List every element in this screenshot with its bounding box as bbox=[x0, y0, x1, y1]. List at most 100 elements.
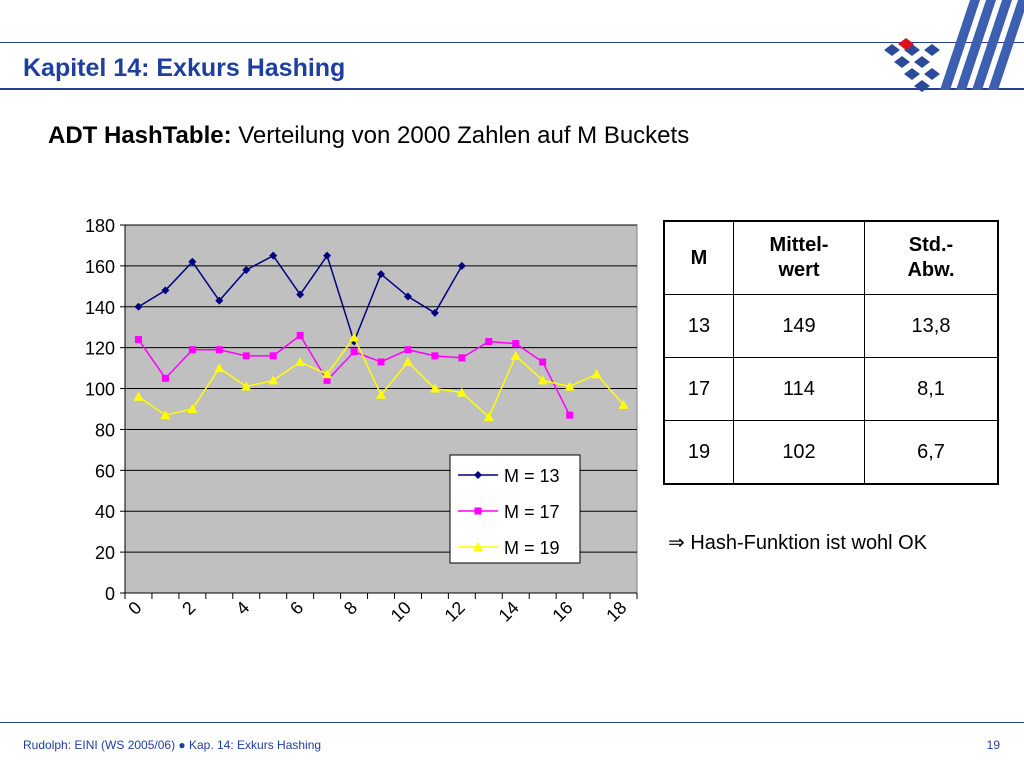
header-std-abw: Std.- Abw. bbox=[864, 220, 999, 295]
header-std-line1: Std.- bbox=[908, 234, 954, 256]
cell-m: 17 bbox=[663, 357, 734, 421]
subtitle-bold: ADT HashTable: bbox=[48, 122, 232, 149]
data-point bbox=[537, 375, 548, 385]
data-point bbox=[404, 346, 412, 354]
conclusion-text: ⇒ Hash-Funktion ist wohl OK bbox=[668, 530, 927, 555]
data-point bbox=[134, 302, 143, 311]
cell-std-abw: 6,7 bbox=[864, 420, 999, 485]
data-point bbox=[457, 261, 466, 270]
header-mittelwert-line2: wert bbox=[778, 259, 820, 281]
data-point bbox=[566, 411, 574, 419]
legend-marker bbox=[473, 542, 483, 551]
data-point bbox=[296, 290, 305, 299]
table-row: 17 114 8,1 bbox=[663, 357, 999, 421]
data-point bbox=[350, 337, 359, 346]
chart-svg: 0 20 40 60 80 100 120 140 160 180 0 2 4 6 8 10 12 14 16 18 M… bbox=[85, 216, 638, 626]
data-point bbox=[323, 251, 332, 260]
header-mittelwert: Mittel-wert bbox=[733, 220, 865, 295]
data-point bbox=[402, 356, 413, 366]
x-tick-label: 14 bbox=[495, 597, 523, 625]
header-m-line: M bbox=[690, 246, 708, 269]
data-point bbox=[429, 383, 440, 393]
page-title: Kapitel 14: Exkurs Hashing bbox=[23, 54, 346, 82]
university-logo bbox=[884, 0, 1024, 92]
y-tick-label: 120 bbox=[85, 339, 115, 359]
data-point bbox=[431, 352, 439, 360]
data-point bbox=[350, 348, 358, 356]
slide-subtitle: ADT HashTable: Verteilung von 2000 Zahle… bbox=[48, 122, 689, 150]
header-rule-bottom bbox=[0, 88, 1024, 90]
y-tick-label: 160 bbox=[85, 257, 115, 277]
legend-marker bbox=[474, 471, 482, 479]
legend-marker bbox=[474, 507, 482, 515]
header-std-line2: Abw. bbox=[907, 259, 955, 281]
header-m: M bbox=[663, 220, 734, 295]
table-header-row: M Mittel-wert Std.- Abw. bbox=[663, 220, 999, 295]
cell-std-abw: 8,1 bbox=[864, 357, 999, 421]
data-point bbox=[618, 399, 629, 409]
x-tick-label: 18 bbox=[602, 597, 630, 625]
data-point bbox=[268, 375, 279, 385]
line-chart: 0 20 40 60 80 100 120 140 160 180 0 2 4 6 8 10 12 14 16 18 M… bbox=[50, 205, 650, 665]
data-point bbox=[215, 346, 223, 354]
data-point bbox=[295, 356, 306, 366]
y-tick-label: 80 bbox=[95, 420, 115, 440]
cell-mittelwert: 149 bbox=[733, 294, 865, 358]
y-tick-label: 60 bbox=[95, 461, 115, 481]
data-point bbox=[403, 292, 412, 301]
header-rule-top bbox=[0, 42, 1024, 43]
y-tick-label: 140 bbox=[85, 298, 115, 318]
legend-label: M = 19 bbox=[504, 538, 560, 558]
legend-label: M = 13 bbox=[504, 466, 560, 486]
data-point bbox=[377, 358, 385, 366]
data-point bbox=[510, 350, 521, 360]
data-point bbox=[377, 270, 385, 279]
legend-label: M = 17 bbox=[504, 502, 560, 522]
data-point bbox=[242, 352, 250, 360]
data-point bbox=[242, 265, 251, 274]
x-tick-label: 12 bbox=[441, 597, 469, 625]
data-point bbox=[564, 381, 575, 391]
data-point bbox=[483, 412, 494, 422]
conclusion-label: Hash-Funktion ist wohl OK bbox=[684, 532, 928, 554]
y-tick-label: 20 bbox=[95, 543, 115, 563]
data-point bbox=[456, 387, 467, 397]
cell-mittelwert: 114 bbox=[733, 357, 865, 421]
data-point bbox=[188, 346, 196, 354]
cell-std-abw: 13,8 bbox=[864, 294, 999, 358]
logo-red-diamond bbox=[898, 38, 914, 50]
data-point bbox=[241, 381, 252, 391]
page-number: 19 bbox=[986, 738, 1000, 752]
x-tick-label: 16 bbox=[548, 597, 576, 625]
cell-mittelwert: 102 bbox=[733, 420, 865, 485]
data-point bbox=[269, 352, 277, 360]
data-point bbox=[160, 410, 171, 420]
data-point bbox=[214, 363, 225, 373]
subtitle-text: Verteilung von 2000 Zahlen auf M Buckets bbox=[231, 122, 690, 149]
logo-diamonds bbox=[884, 44, 940, 92]
cell-m: 19 bbox=[663, 420, 734, 485]
y-tick-label: 40 bbox=[95, 502, 115, 522]
data-point bbox=[134, 335, 142, 343]
y-tick-label: 0 bbox=[105, 584, 115, 604]
y-tick-label: 100 bbox=[85, 380, 115, 400]
data-point bbox=[133, 391, 144, 401]
x-tick-label: 0 bbox=[124, 597, 145, 618]
chart-legend bbox=[449, 454, 581, 564]
data-point bbox=[376, 389, 386, 399]
data-point bbox=[322, 369, 333, 379]
x-tick-label: 2 bbox=[178, 597, 199, 618]
stats-table: M Mittel-wert Std.- Abw. 13 149 13,8 17 1… bbox=[663, 220, 999, 485]
data-point bbox=[458, 354, 466, 362]
y-tick-label: 180 bbox=[85, 216, 115, 236]
data-point bbox=[349, 332, 360, 342]
implies-symbol: ⇒ bbox=[668, 532, 685, 554]
data-point bbox=[161, 374, 169, 382]
data-point bbox=[269, 251, 278, 260]
footer-rule bbox=[0, 722, 1024, 723]
x-tick-label: 10 bbox=[387, 597, 415, 625]
data-point bbox=[296, 331, 304, 339]
table-row: 13 149 13,8 bbox=[663, 294, 999, 358]
data-point bbox=[512, 340, 520, 348]
x-tick-label: 8 bbox=[340, 597, 361, 618]
